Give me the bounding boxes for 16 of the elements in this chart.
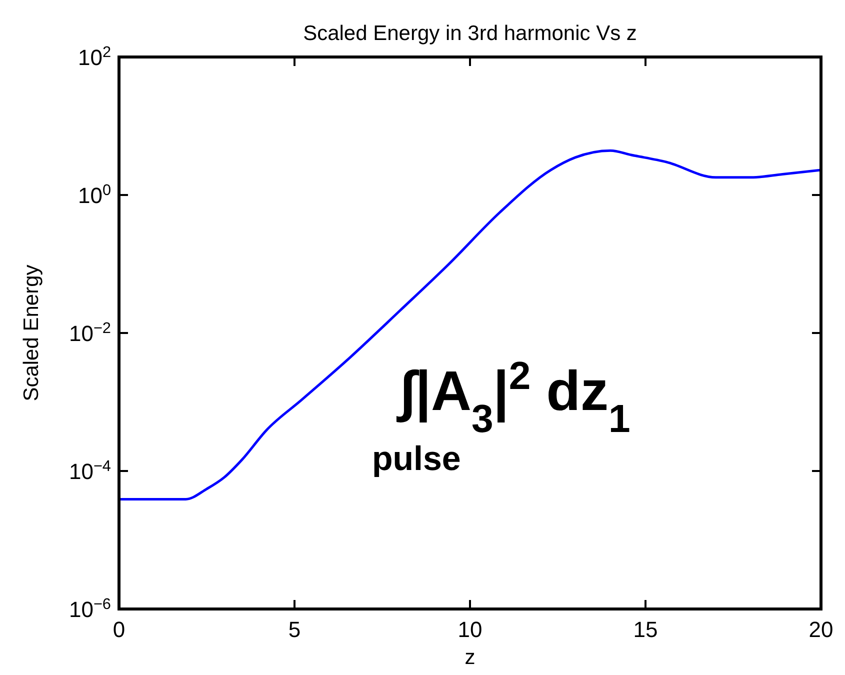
y-axis-title: Scaled Energy <box>20 264 43 402</box>
y-tick-label: 10$^{−6}$ <box>68 596 111 622</box>
y-tick-label: 10$^{−4}$ <box>68 458 112 484</box>
chart-title: Scaled Energy in 3rd harmonic Vs z <box>303 22 637 45</box>
x-tick-label: 10 <box>458 617 482 642</box>
y-tick-label: 10$^{−2}$ <box>68 320 111 346</box>
annotation: pulse <box>372 440 461 478</box>
x-tick-label: 5 <box>288 617 301 642</box>
line-series <box>118 149 822 500</box>
x-tick-label: 0 <box>112 617 126 642</box>
annotation: ∫|A$_{3}$|$^{2}$ dz$_{1}$ <box>396 354 630 440</box>
x-tick-label: 20 <box>808 617 834 642</box>
x-tick-label: 15 <box>633 617 658 642</box>
y-tick-label: 10$^{2}$ <box>78 44 111 70</box>
x-axis-title: z <box>464 646 476 669</box>
y-tick-label: 10$^{0}$ <box>78 182 111 208</box>
